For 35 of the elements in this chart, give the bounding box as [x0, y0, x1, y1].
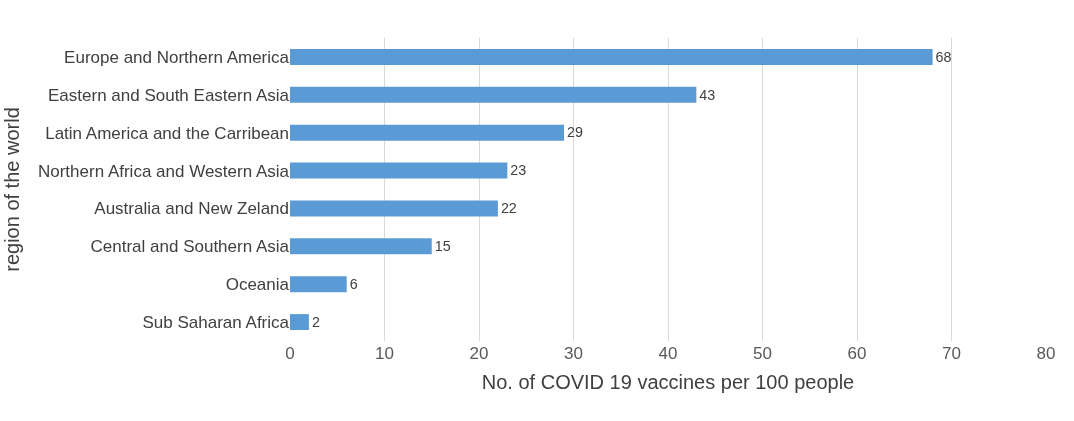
y-tick-label: Europe and Northern America [64, 47, 290, 67]
data-label: 29 [567, 124, 584, 141]
bar [290, 162, 508, 179]
bar [290, 200, 498, 217]
y-tick-label: Northern Africa and Western Asia [37, 161, 290, 181]
x-tick-label: 0 [285, 344, 295, 363]
data-label: 68 [935, 48, 952, 65]
data-label: 23 [510, 162, 527, 179]
x-tick-label: 40 [658, 344, 678, 363]
data-label: 2 [311, 313, 320, 330]
x-tick-label: 60 [847, 344, 867, 363]
x-tick-label: 20 [469, 344, 489, 363]
data-label: 6 [349, 275, 358, 292]
data-label: 43 [699, 86, 716, 103]
x-tick-label: 10 [375, 344, 394, 363]
x-tick-label: 30 [564, 344, 583, 363]
y-tick-label: Latin America and the Carribean [45, 123, 289, 143]
x-tick-label: 70 [942, 344, 961, 363]
y-tick-label: Oceania [225, 275, 290, 295]
y-tick-label: Sub Saharan Africa [142, 313, 290, 333]
bar [290, 48, 933, 65]
x-tick-label: 50 [753, 344, 772, 363]
y-tick-label: Central and Southern Asia [90, 237, 290, 257]
y-axis-title: region of the world [1, 107, 24, 272]
x-tick-label: 80 [1036, 344, 1056, 363]
bar [290, 238, 432, 255]
bar [290, 314, 309, 331]
x-axis-title: No. of COVID 19 vaccines per 100 people [481, 370, 855, 393]
y-tick-label: Australia and New Zeland [94, 199, 289, 219]
bar [290, 124, 565, 141]
y-tick-label: Eastern and South Eastern Asia [48, 85, 290, 105]
bar [290, 276, 347, 293]
data-label: 22 [500, 200, 517, 217]
data-label: 15 [434, 238, 451, 255]
bar [290, 86, 697, 103]
